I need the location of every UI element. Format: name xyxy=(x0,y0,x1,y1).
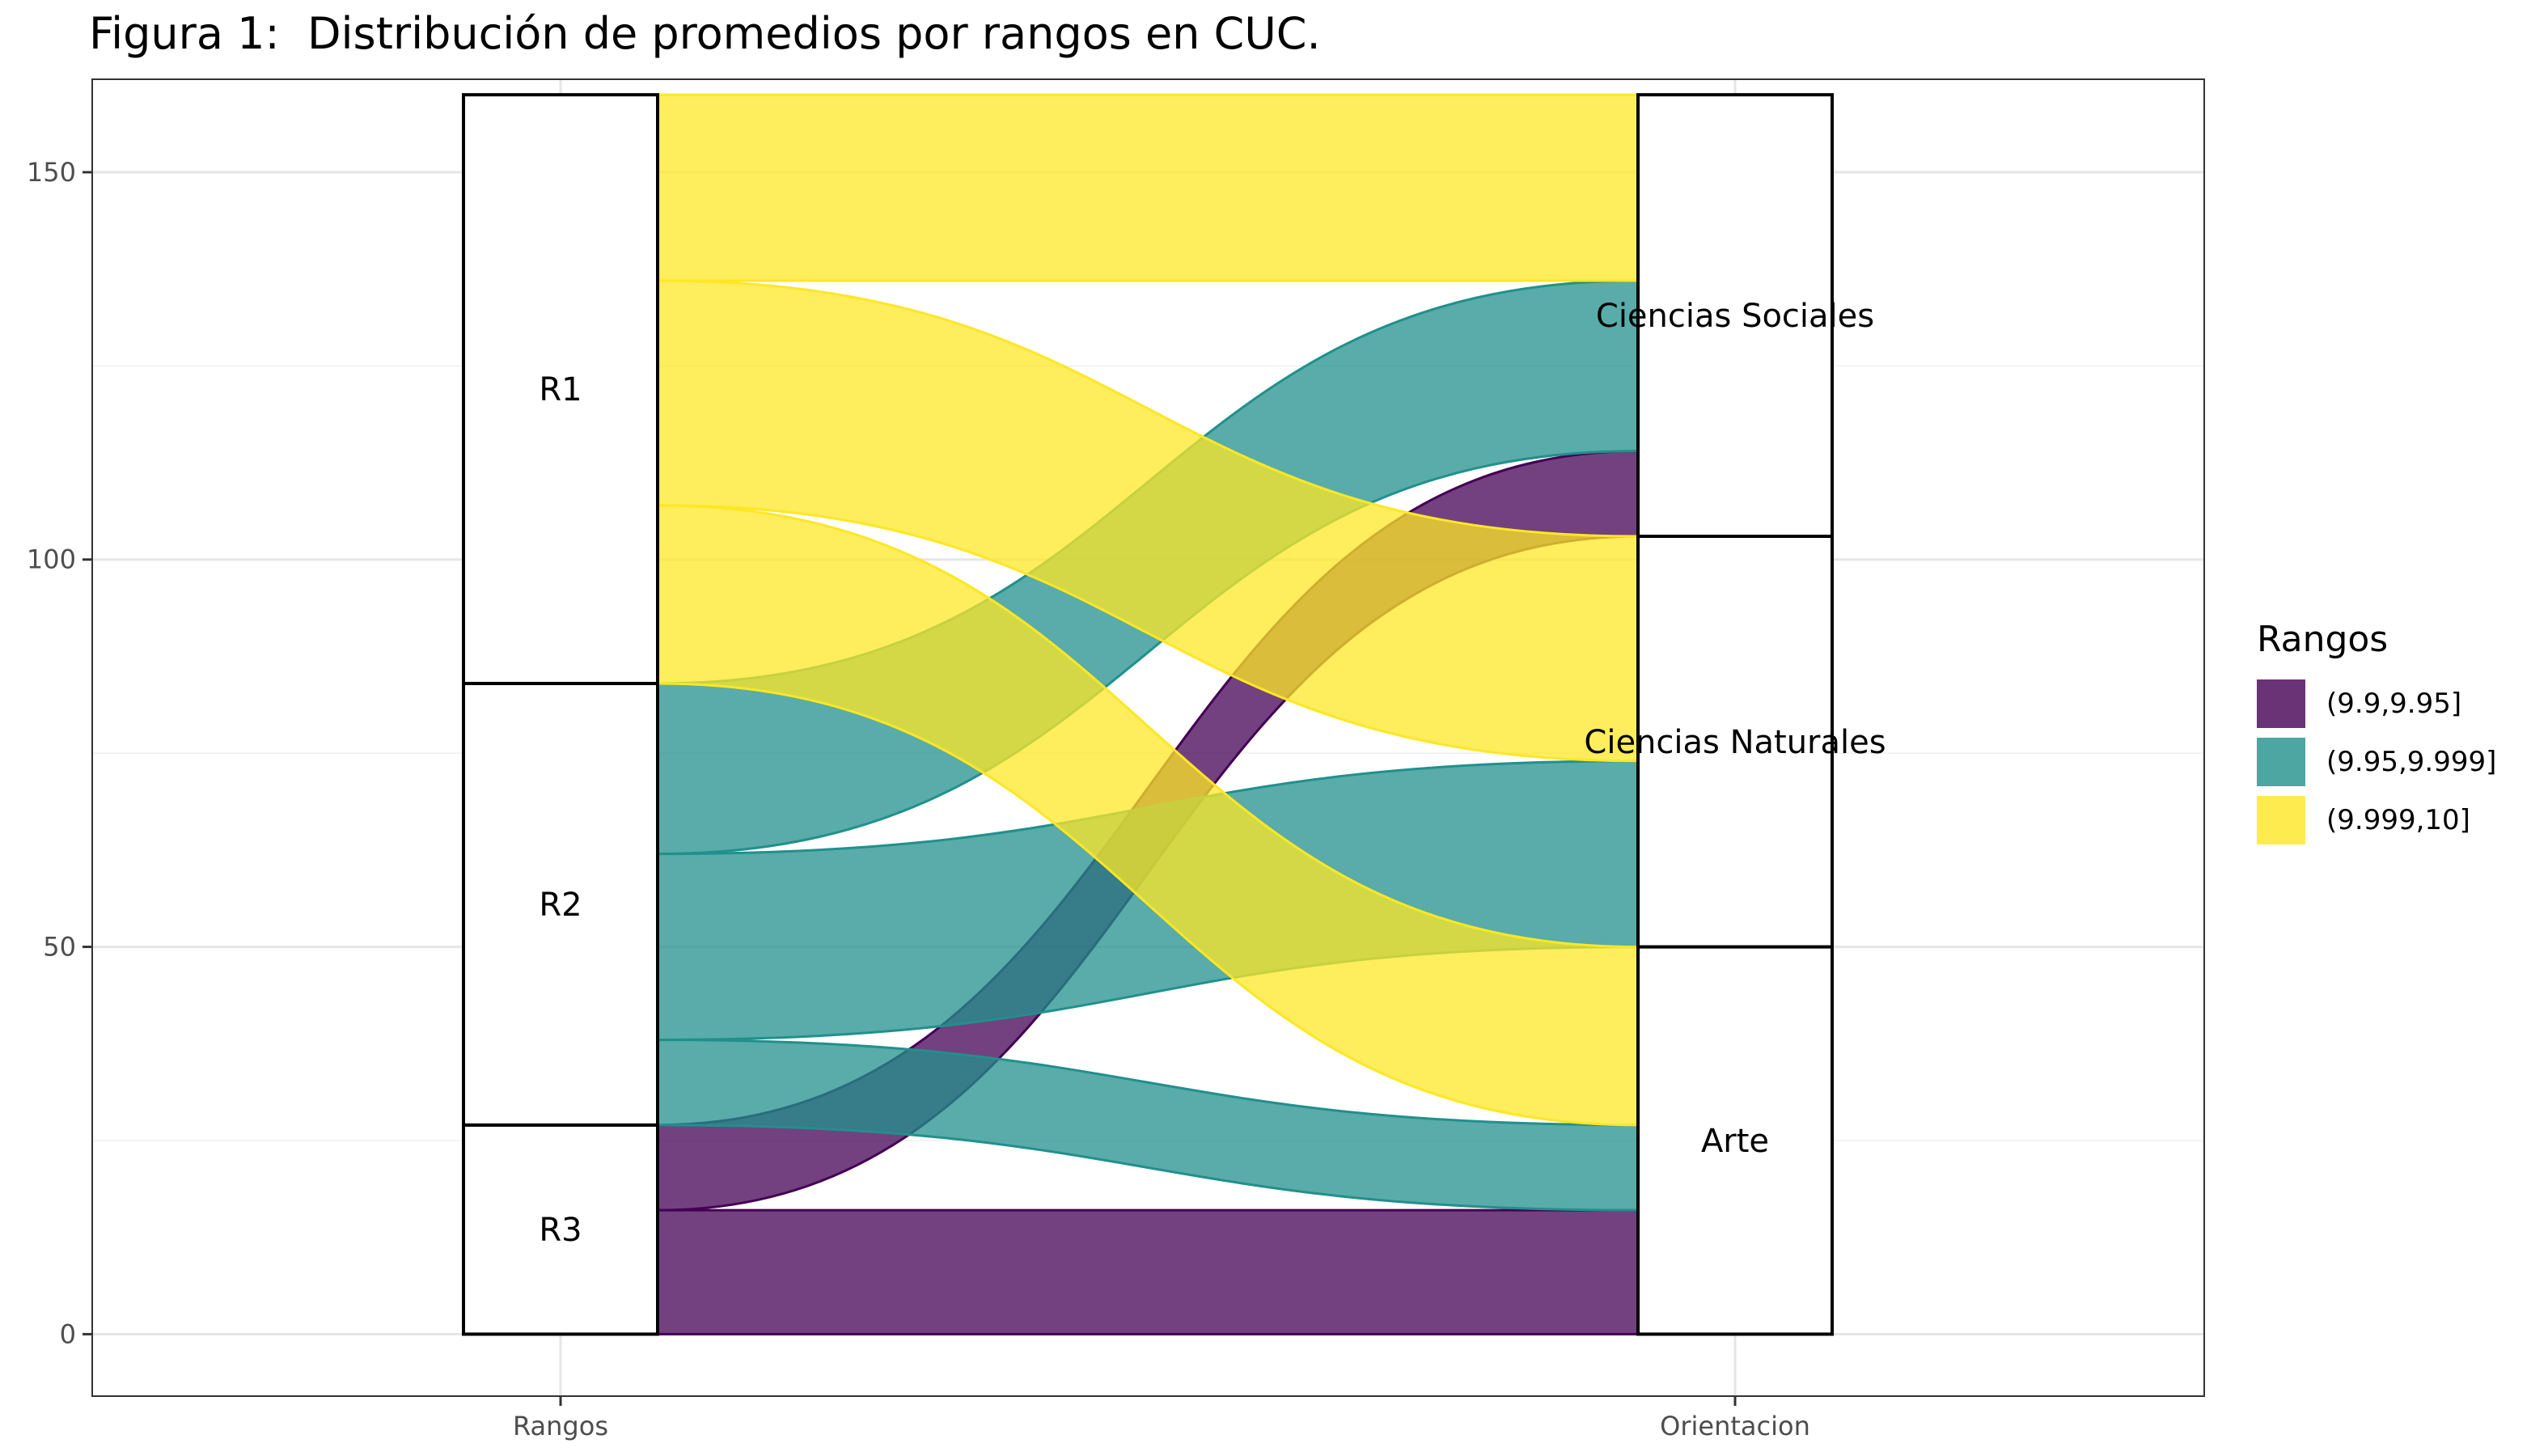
x-tick-label-rangos: Rangos xyxy=(513,1411,608,1441)
stratum-label-arte: Arte xyxy=(1701,1123,1769,1160)
flows xyxy=(656,93,1640,1335)
stratum-label-r2: R2 xyxy=(539,887,582,924)
axes: 0 50 100 150 Rangos Orientacion xyxy=(27,157,1810,1441)
stratum-box-arte xyxy=(1636,945,1834,1336)
y-tick-label: 100 xyxy=(27,544,76,575)
chart-title: Figura 1: Distribución de promedios por … xyxy=(89,8,1321,59)
legend-label: (9.9,9.95] xyxy=(2326,688,2462,720)
stratum-box-ciencias-naturales xyxy=(1636,535,1834,949)
flow-r1-to-ciencias-sociales xyxy=(656,93,1640,282)
y-tick-label: 0 xyxy=(60,1318,76,1349)
legend-items: (9.9,9.95] (9.95,9.999] (9.999,10] xyxy=(2257,675,2496,849)
x-tick-label-orientacion: Orientacion xyxy=(1660,1411,1810,1441)
legend-item-9-999-10: (9.999,10] xyxy=(2257,791,2496,849)
legend-key xyxy=(2257,679,2305,728)
stratum-label-ciencias-sociales: Ciencias Sociales xyxy=(1596,298,1874,335)
stratum-box-r3 xyxy=(462,1123,659,1336)
legend-key xyxy=(2257,796,2305,844)
stratum-label-r1: R1 xyxy=(539,371,582,408)
flow-r3-to-arte xyxy=(656,1208,1640,1335)
legend-label: (9.999,10] xyxy=(2326,804,2470,836)
stratum-label-ciencias-naturales: Ciencias Naturales xyxy=(1584,724,1886,761)
stratum-label-r3: R3 xyxy=(539,1212,582,1249)
y-tick-label: 50 xyxy=(43,932,76,963)
panel-border xyxy=(91,78,2205,1397)
stratum-box-r2 xyxy=(462,681,659,1127)
legend-item-9-9-9-95: (9.9,9.95] xyxy=(2257,675,2496,733)
legend-key xyxy=(2257,738,2305,786)
legend-label: (9.95,9.999] xyxy=(2326,746,2497,778)
legend-title: Rangos xyxy=(2257,619,2389,660)
legend-item-9-95-9-999: (9.95,9.999] xyxy=(2257,733,2496,791)
y-tick-label: 150 xyxy=(27,157,76,188)
stratum-box-ciencias-sociales xyxy=(1636,93,1834,539)
strata: R3 R2 R1 Arte Ciencias Naturales Ciencias Soc… xyxy=(462,93,1886,1336)
legend: Rangos (9.9,9.95] (9.95,9.999] (9.999,10] xyxy=(2257,619,2496,849)
stratum-box-r1 xyxy=(462,93,659,685)
